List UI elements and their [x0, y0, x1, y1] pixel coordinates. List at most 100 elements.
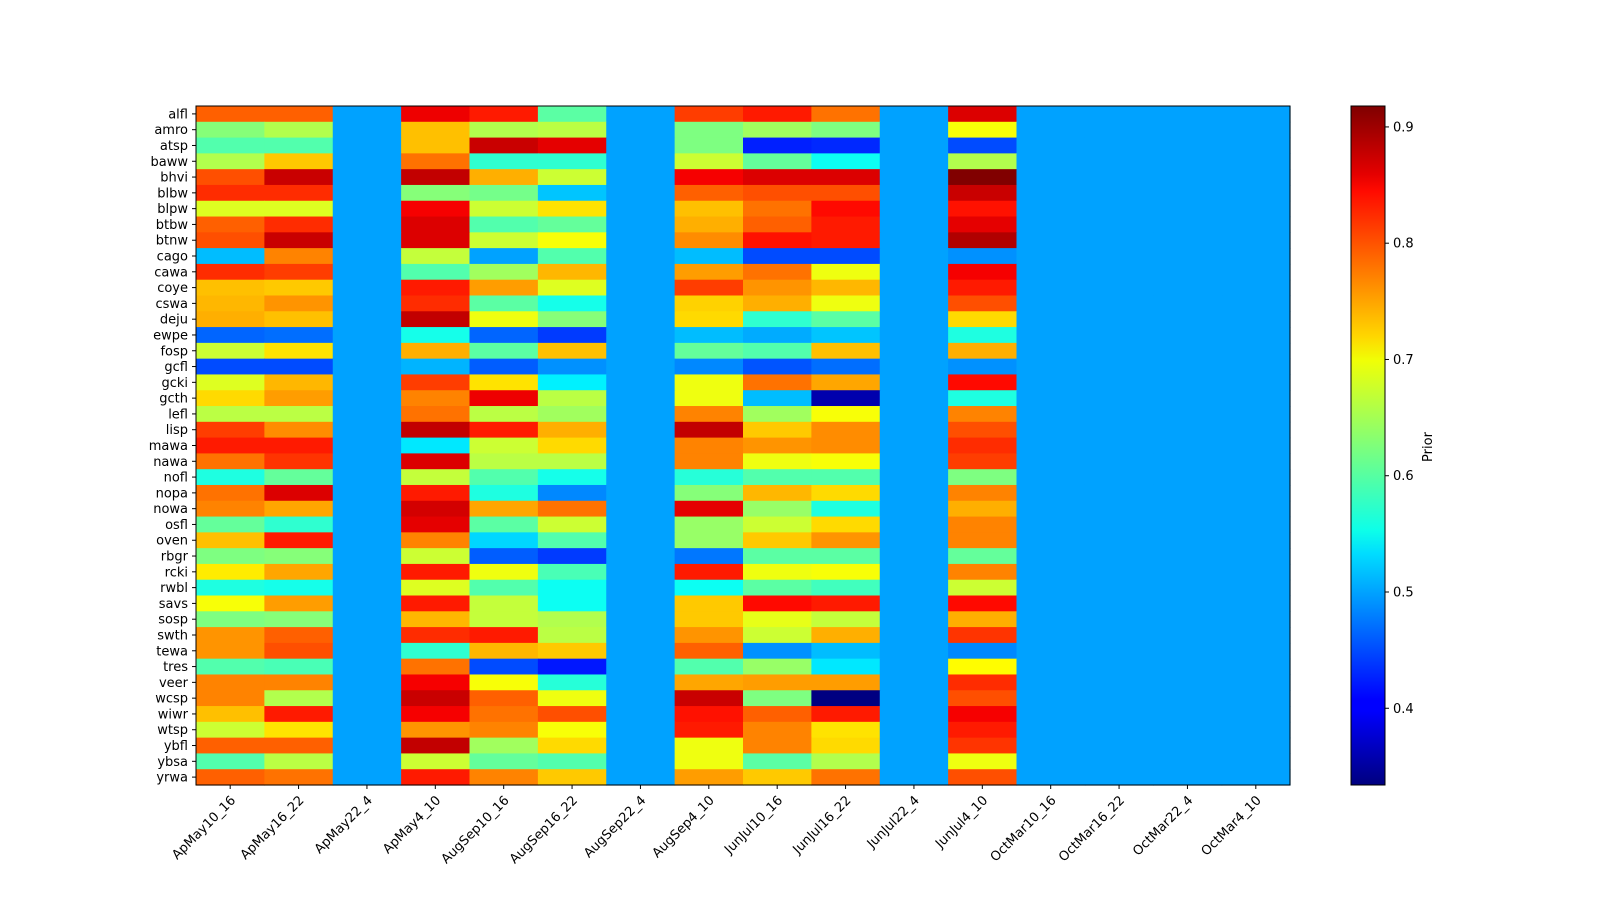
- heatmap-cell: [196, 153, 265, 170]
- y-tick-label: blbw: [157, 186, 188, 201]
- heatmap-cell: [401, 406, 471, 423]
- heatmap-cell: [879, 453, 949, 470]
- heatmap-cell: [743, 658, 812, 676]
- heatmap-cell: [196, 706, 265, 723]
- heatmap-cell: [401, 627, 471, 644]
- y-tick-label: deju: [160, 313, 188, 328]
- heatmap-cell: [1221, 390, 1291, 407]
- heatmap-cell: [196, 500, 265, 518]
- heatmap-cell: [1016, 674, 1086, 691]
- heatmap-cell: [469, 248, 539, 265]
- heatmap-cell: [1016, 469, 1086, 486]
- heatmap-cell: [811, 279, 881, 297]
- heatmap-cell: [948, 548, 1018, 565]
- heatmap-cell: [743, 453, 812, 470]
- y-tick-label: cago: [157, 250, 188, 265]
- heatmap-cell: [1016, 658, 1086, 676]
- heatmap-cell: [1084, 690, 1154, 707]
- heatmap-cell: [1016, 232, 1086, 249]
- heatmap-cell: [674, 706, 744, 723]
- heatmap-cell: [1221, 753, 1291, 770]
- heatmap-cell: [606, 216, 676, 233]
- heatmap-cell: [743, 216, 812, 233]
- heatmap-cell: [264, 453, 334, 470]
- heatmap-cell: [1016, 295, 1086, 312]
- heatmap-cell: [264, 658, 334, 676]
- heatmap-cell: [1221, 279, 1291, 297]
- heatmap-cell: [1153, 311, 1223, 328]
- y-tick-label: cawa: [154, 265, 188, 280]
- heatmap-cell: [606, 721, 676, 739]
- heatmap-cell: [879, 611, 949, 628]
- heatmap-cell: [332, 548, 402, 565]
- heatmap-cell: [743, 469, 812, 486]
- heatmap-cell: [811, 406, 881, 423]
- y-tick-label: ewpe: [153, 328, 188, 343]
- heatmap-cell: [332, 327, 402, 344]
- heatmap-cell: [811, 690, 881, 707]
- heatmap-cell: [1153, 106, 1223, 123]
- heatmap-cell: [537, 532, 607, 549]
- heatmap-cell: [1153, 658, 1223, 676]
- heatmap-cell: [537, 627, 607, 644]
- heatmap-cell: [469, 500, 539, 518]
- heatmap-cell: [264, 295, 334, 312]
- heatmap-cell: [264, 753, 334, 770]
- heatmap-cell: [401, 500, 471, 518]
- heatmap-cell: [948, 579, 1018, 597]
- heatmap-cell: [537, 263, 607, 281]
- heatmap-cell: [674, 595, 744, 612]
- heatmap-cell: [196, 121, 265, 139]
- heatmap-cell: [537, 279, 607, 297]
- heatmap-cell: [332, 184, 402, 202]
- heatmap-cell: [332, 121, 402, 139]
- y-tick-label: tres: [163, 660, 188, 675]
- heatmap-cell: [196, 342, 265, 360]
- heatmap-cell: [674, 153, 744, 170]
- heatmap-cell: [1153, 674, 1223, 691]
- heatmap-cell: [1084, 706, 1154, 723]
- heatmap-cell: [469, 327, 539, 344]
- heatmap-cell: [1084, 579, 1154, 597]
- heatmap-cell: [1084, 453, 1154, 470]
- heatmap-cell: [469, 295, 539, 312]
- heatmap-cell: [401, 374, 471, 391]
- heatmap-cell: [674, 342, 744, 360]
- y-tick-label: rwbl: [160, 581, 188, 596]
- heatmap-cell: [811, 469, 881, 486]
- heatmap-cell: [196, 721, 265, 739]
- heatmap-cell: [879, 579, 949, 597]
- y-tick-label: osfl: [165, 518, 188, 533]
- heatmap-cell: [811, 358, 881, 376]
- heatmap-cell: [469, 406, 539, 423]
- heatmap-cell: [1084, 184, 1154, 202]
- heatmap-cell: [196, 753, 265, 770]
- heatmap-cell: [606, 658, 676, 676]
- heatmap-cell: [196, 484, 265, 502]
- heatmap-cell: [948, 563, 1018, 581]
- heatmap-cell: [1221, 500, 1291, 518]
- heatmap-cell: [401, 169, 471, 186]
- heatmap-cell: [811, 437, 881, 454]
- heatmap-cell: [606, 358, 676, 376]
- heatmap-cell: [948, 674, 1018, 691]
- heatmap-cell: [811, 374, 881, 391]
- x-tick-label: JunJul4_10: [932, 793, 991, 852]
- heatmap-cell: [606, 279, 676, 297]
- heatmap-cell: [1084, 674, 1154, 691]
- heatmap-cell: [264, 595, 334, 612]
- y-tick-label: nopa: [156, 486, 188, 501]
- y-tick-label: sosp: [158, 613, 188, 628]
- heatmap-cell: [1016, 279, 1086, 297]
- heatmap-cell: [264, 311, 334, 328]
- heatmap-cell: [1016, 453, 1086, 470]
- heatmap-cell: [743, 532, 812, 549]
- heatmap-cell: [537, 153, 607, 170]
- heatmap-cell: [606, 311, 676, 328]
- heatmap-cell: [196, 548, 265, 565]
- y-tick-label: btnw: [156, 234, 189, 249]
- heatmap-cell: [264, 421, 334, 439]
- x-tick-label: OctMar10_16: [988, 793, 1060, 865]
- x-tick-label: ApMay4_10: [380, 793, 444, 857]
- heatmap-cell: [811, 627, 881, 644]
